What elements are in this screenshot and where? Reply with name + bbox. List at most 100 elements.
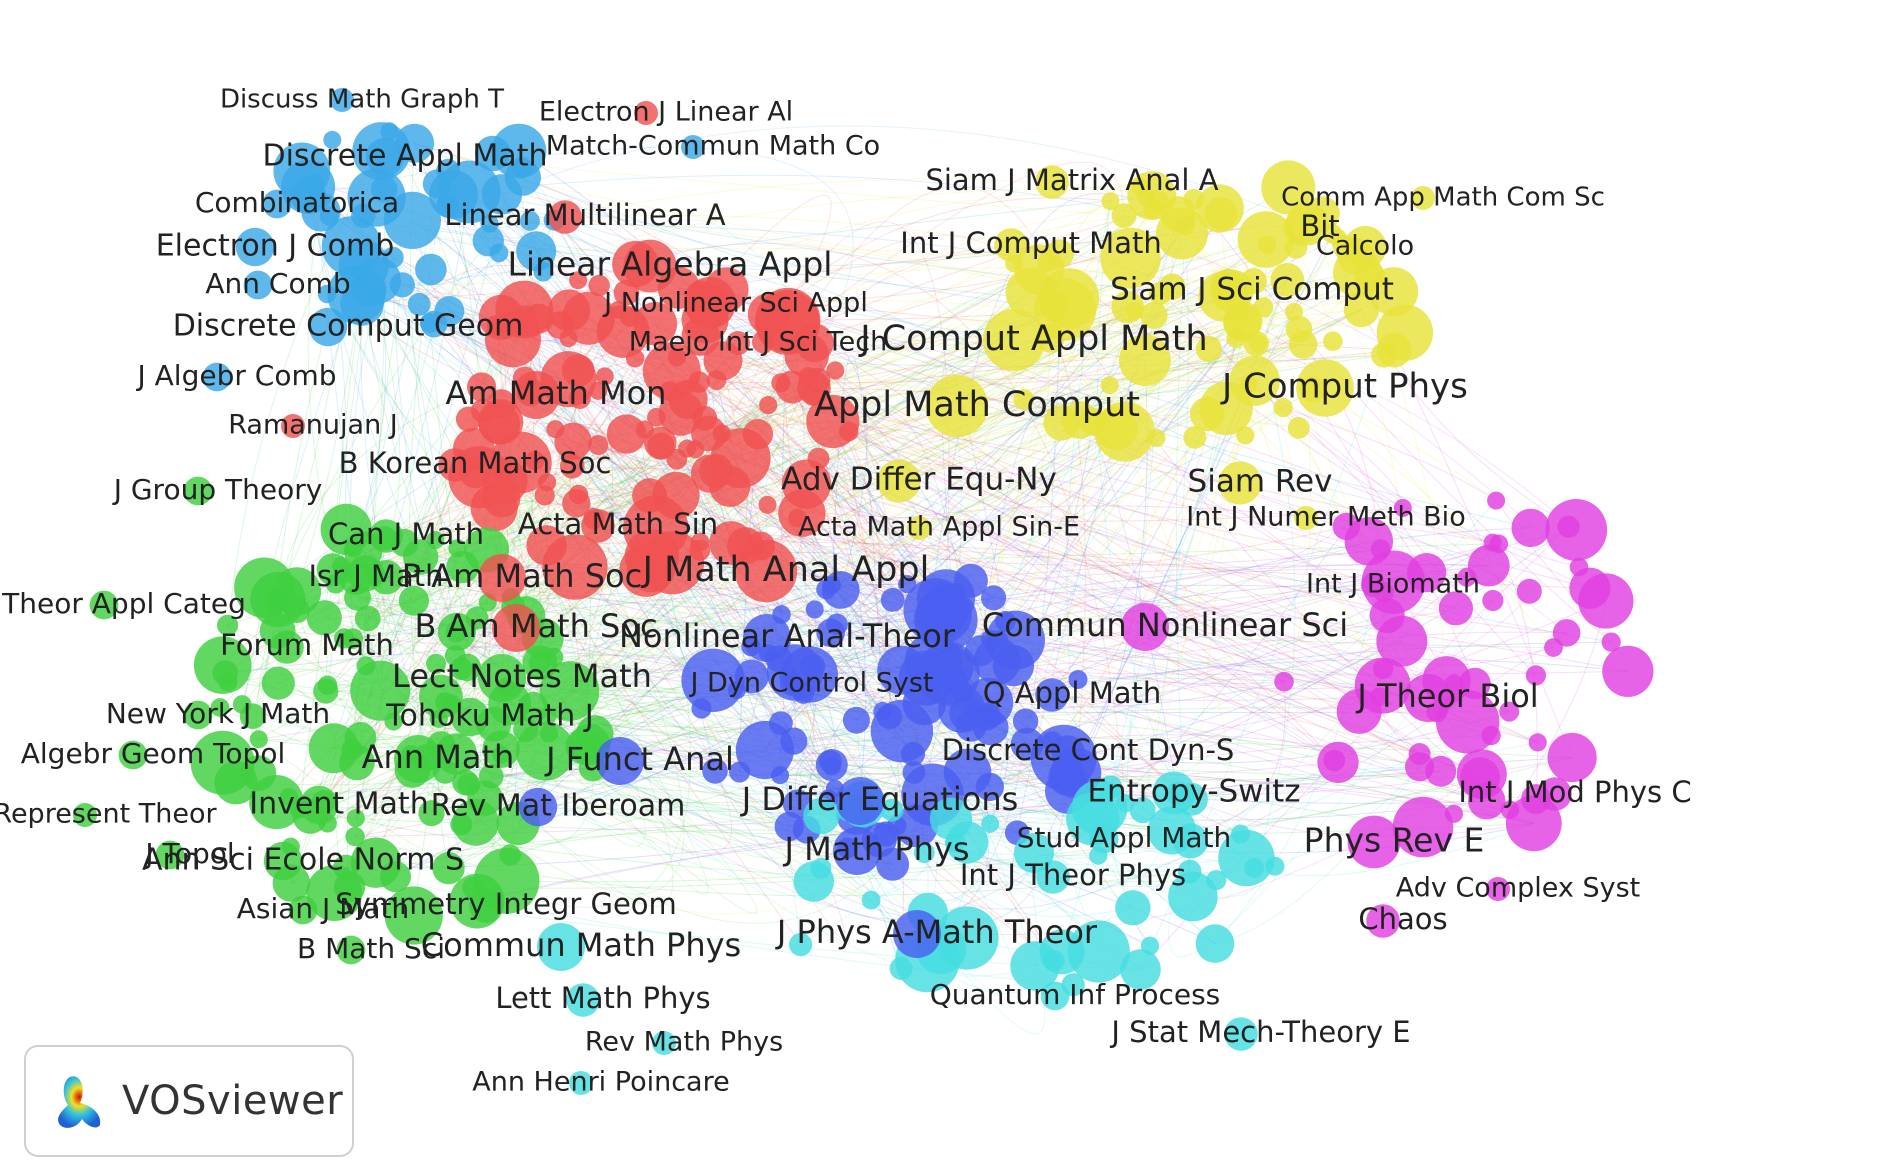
journal-label[interactable]: Maejo Int J Sci Tech <box>629 327 887 358</box>
journal-node[interactable] <box>1333 235 1357 259</box>
journal-node[interactable] <box>726 331 750 355</box>
journal-node[interactable] <box>395 123 435 163</box>
journal-node[interactable] <box>546 420 565 439</box>
journal-node[interactable] <box>435 692 456 713</box>
journal-node[interactable] <box>1131 178 1150 197</box>
journal-node[interactable] <box>1361 573 1385 597</box>
journal-node[interactable] <box>734 539 798 603</box>
journal-node[interactable] <box>89 590 119 620</box>
journal-label[interactable]: Acta Math Appl Sin-E <box>798 512 1080 543</box>
journal-node[interactable] <box>826 613 848 636</box>
journal-node[interactable] <box>1140 936 1160 955</box>
journal-label[interactable]: J Stat Mech-Theory E <box>1109 1015 1410 1049</box>
journal-node[interactable] <box>889 957 913 980</box>
journal-node[interactable] <box>925 374 989 438</box>
journal-node[interactable] <box>949 696 984 731</box>
journal-node[interactable] <box>1468 782 1506 820</box>
journal-label[interactable]: Match-Commun Math Co <box>546 131 880 162</box>
journal-node[interactable] <box>470 484 518 532</box>
journal-label[interactable]: Can J Math <box>328 517 484 551</box>
journal-node[interactable] <box>975 772 1004 802</box>
journal-label[interactable]: Combinatorica <box>195 186 399 219</box>
journal-node[interactable] <box>681 135 705 159</box>
journal-node[interactable] <box>544 647 564 667</box>
journal-node[interactable] <box>644 426 677 460</box>
journal-node[interactable] <box>839 421 859 442</box>
journal-node[interactable] <box>842 706 870 734</box>
journal-node[interactable] <box>350 837 402 888</box>
journal-node[interactable] <box>1158 273 1186 301</box>
journal-node[interactable] <box>981 814 1000 833</box>
journal-node[interactable] <box>1270 263 1305 297</box>
journal-node[interactable] <box>1068 670 1088 689</box>
journal-label[interactable]: Ann Math <box>362 738 515 776</box>
journal-node[interactable] <box>1035 678 1069 712</box>
journal-node[interactable] <box>880 588 905 612</box>
journal-node[interactable] <box>941 583 967 608</box>
journal-node[interactable] <box>232 695 252 714</box>
journal-label[interactable]: Am Math Mon <box>446 374 667 412</box>
journal-node[interactable] <box>876 847 910 881</box>
journal-node[interactable] <box>807 447 830 470</box>
journal-label[interactable]: Rev Mat Iberoam <box>431 789 686 824</box>
journal-label[interactable]: Discrete Appl Math <box>263 139 548 174</box>
journal-node[interactable] <box>217 614 239 636</box>
journal-node[interactable] <box>758 495 777 514</box>
journal-node[interactable] <box>861 890 881 910</box>
journal-node[interactable] <box>1236 426 1255 445</box>
journal-node[interactable] <box>465 606 489 630</box>
journal-node[interactable] <box>1569 557 1589 577</box>
journal-label[interactable]: Stud Appl Math <box>1017 821 1232 854</box>
journal-node[interactable] <box>588 435 609 455</box>
journal-node[interactable] <box>818 750 842 774</box>
journal-node[interactable] <box>632 478 667 513</box>
journal-node[interactable] <box>877 459 921 503</box>
journal-node[interactable] <box>589 381 608 400</box>
journal-node[interactable] <box>1152 771 1196 815</box>
journal-label[interactable]: Represent Theor <box>0 799 218 830</box>
journal-node[interactable] <box>299 785 339 825</box>
journal-node[interactable] <box>634 101 658 125</box>
journal-node[interactable] <box>647 407 666 427</box>
journal-node[interactable] <box>681 648 745 712</box>
journal-node[interactable] <box>519 210 540 231</box>
journal-node[interactable] <box>559 453 585 479</box>
journal-node[interactable] <box>403 539 439 575</box>
journal-node[interactable] <box>333 871 366 903</box>
journal-label[interactable]: Ann Henri Poincare <box>472 1067 729 1098</box>
journal-label[interactable]: J Theor Biol <box>1355 677 1538 715</box>
journal-node[interactable] <box>907 516 931 540</box>
journal-node[interactable] <box>1012 708 1039 734</box>
journal-node[interactable] <box>913 842 935 864</box>
journal-node[interactable] <box>1129 797 1156 824</box>
journal-node[interactable] <box>678 439 697 458</box>
journal-label[interactable]: Adv Differ Equ-Ny <box>781 462 1057 498</box>
journal-node[interactable] <box>1210 269 1254 313</box>
journal-node[interactable] <box>1407 553 1447 593</box>
journal-label[interactable]: Symmetry Integr Geom <box>335 887 677 921</box>
journal-node[interactable] <box>1404 674 1452 722</box>
journal-node[interactable] <box>1172 823 1209 859</box>
journal-node[interactable] <box>478 554 526 602</box>
journal-node[interactable] <box>491 123 547 179</box>
journal-label[interactable]: B Math Sci <box>297 932 445 965</box>
journal-node[interactable] <box>478 654 526 702</box>
journal-node[interactable] <box>383 191 441 249</box>
journal-node[interactable] <box>1243 330 1270 357</box>
journal-node[interactable] <box>743 614 791 662</box>
journal-node[interactable] <box>1101 192 1120 211</box>
journal-label[interactable]: Siam Rev <box>1188 464 1333 500</box>
journal-node[interactable] <box>568 387 591 409</box>
journal-node[interactable] <box>1111 290 1144 324</box>
journal-node[interactable] <box>435 733 478 775</box>
journal-node[interactable] <box>235 227 275 267</box>
journal-label[interactable]: Siam J Matrix Anal A <box>925 163 1218 197</box>
journal-node[interactable] <box>1100 227 1161 289</box>
journal-node[interactable] <box>1343 291 1380 328</box>
journal-node[interactable] <box>118 740 148 770</box>
journal-label[interactable]: J Comput Phys <box>1220 367 1468 407</box>
journal-node[interactable] <box>1545 499 1608 561</box>
journal-node[interactable] <box>1366 904 1400 938</box>
journal-node[interactable] <box>438 448 472 482</box>
journal-label[interactable]: Ann Comb <box>205 267 350 300</box>
